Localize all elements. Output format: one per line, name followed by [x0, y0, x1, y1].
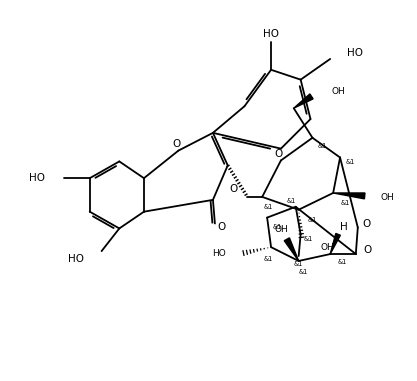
Text: &1: &1	[337, 259, 347, 265]
Text: O: O	[218, 223, 226, 232]
Text: H: H	[340, 223, 348, 232]
Text: &1: &1	[286, 198, 295, 204]
Text: &1: &1	[345, 159, 354, 165]
Text: OH: OH	[274, 225, 288, 234]
Text: HO: HO	[30, 173, 45, 183]
Polygon shape	[333, 193, 365, 199]
Text: OH: OH	[380, 194, 394, 202]
Text: &1: &1	[272, 224, 281, 231]
Text: &1: &1	[299, 269, 308, 275]
Text: O: O	[172, 139, 181, 149]
Text: HO: HO	[263, 29, 279, 39]
Text: &1: &1	[308, 216, 317, 223]
Text: &1: &1	[340, 200, 349, 206]
Text: O: O	[364, 245, 372, 255]
Text: &1: &1	[294, 261, 303, 267]
Polygon shape	[294, 94, 313, 108]
Polygon shape	[284, 238, 299, 261]
Text: &1: &1	[304, 236, 313, 242]
Text: OH: OH	[331, 87, 345, 96]
Text: HO: HO	[68, 254, 84, 264]
Text: HO: HO	[347, 48, 363, 58]
Text: &1: &1	[264, 256, 273, 262]
Text: O: O	[363, 219, 371, 229]
Text: O: O	[275, 149, 283, 158]
Text: HO: HO	[212, 248, 226, 258]
Text: &1: &1	[264, 204, 273, 210]
Text: OH: OH	[320, 243, 334, 252]
Polygon shape	[330, 234, 340, 254]
Text: O: O	[229, 184, 238, 194]
Text: &1: &1	[318, 142, 327, 149]
